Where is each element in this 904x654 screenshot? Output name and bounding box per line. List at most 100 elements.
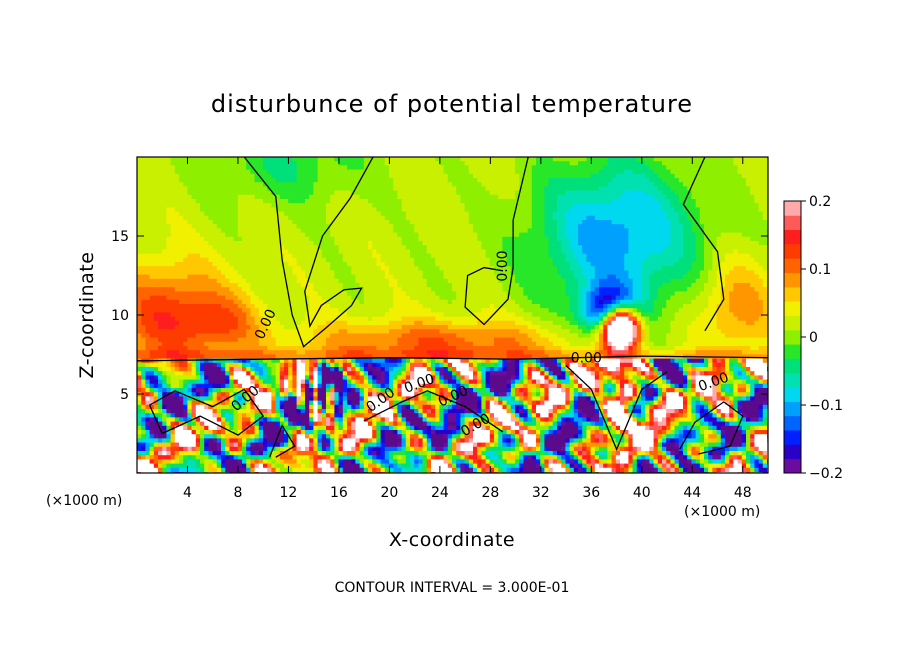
field-cell: [691, 211, 697, 217]
field-cell: [544, 283, 550, 288]
field-cell: [473, 203, 478, 208]
field-cell: [321, 182, 327, 187]
field-cell: [170, 207, 176, 213]
field-cell: [603, 249, 608, 255]
field-cell: [187, 236, 193, 242]
field-cell: [405, 211, 411, 217]
field-cell: [229, 157, 235, 162]
field-cell: [582, 190, 587, 196]
field-cell: [569, 178, 575, 183]
field-cell: [380, 249, 386, 255]
field-cell: [573, 190, 579, 196]
field-cell: [410, 211, 415, 217]
field-cell: [666, 182, 671, 187]
field-cell: [401, 266, 407, 271]
field-cell: [338, 211, 344, 217]
field-cell: [657, 249, 663, 255]
field-cell: [216, 199, 222, 204]
field-cell: [527, 257, 533, 263]
field-cell: [464, 199, 470, 204]
field-cell: [300, 278, 306, 284]
field-cell: [720, 278, 726, 284]
field-cell: [712, 169, 718, 175]
field-cell: [695, 207, 701, 213]
field-cell: [523, 220, 529, 225]
field-cell: [561, 232, 566, 238]
field-cell: [263, 283, 268, 288]
field-cell: [393, 245, 398, 250]
field-cell: [628, 161, 634, 166]
field-cell: [750, 257, 755, 263]
field-cell: [733, 266, 739, 271]
field-cell: [519, 178, 524, 183]
field-cell: [376, 291, 382, 297]
field-cell: [708, 186, 713, 192]
field-cell: [657, 161, 663, 166]
field-cell: [300, 245, 306, 250]
field-cell: [594, 169, 600, 175]
field-cell: [195, 173, 201, 179]
field-cell: [447, 287, 453, 292]
field-cell: [725, 169, 730, 175]
field-cell: [531, 283, 537, 288]
field-cell: [334, 253, 340, 259]
field-cell: [729, 161, 734, 166]
field-cell: [284, 161, 289, 166]
field-cell: [653, 283, 659, 288]
field-cell: [372, 173, 377, 179]
field-cell: [149, 182, 155, 187]
field-cell: [250, 224, 256, 229]
field-cell: [624, 253, 629, 259]
field-cell: [603, 173, 608, 179]
field-cell: [586, 249, 592, 255]
field-cell: [498, 241, 503, 246]
field-cell: [414, 287, 419, 292]
field-cell: [368, 257, 373, 263]
field-cell: [653, 190, 659, 196]
field-cell: [662, 190, 667, 196]
field-cell: [183, 245, 188, 250]
field-cell: [418, 220, 424, 225]
field-cell: [746, 178, 751, 183]
field-cell: [729, 220, 734, 225]
field-cell: [275, 186, 281, 192]
field-cell: [141, 257, 146, 263]
field-cell: [464, 161, 470, 166]
field-cell: [288, 224, 293, 229]
field-cell: [636, 291, 642, 297]
field-cell: [510, 211, 516, 217]
field-cell: [435, 186, 440, 192]
field-cell: [603, 161, 608, 166]
field-cell: [355, 215, 361, 221]
field-cell: [699, 165, 705, 171]
field-cell: [687, 245, 692, 250]
field-cell: [145, 274, 151, 280]
field-cell: [187, 203, 193, 208]
field-cell: [712, 161, 718, 166]
field-cell: [645, 283, 650, 288]
field-cell: [557, 190, 562, 196]
field-cell: [632, 157, 638, 162]
field-cell: [540, 291, 545, 297]
field-cell: [174, 215, 180, 221]
field-cell: [720, 266, 726, 271]
field-cell: [435, 161, 440, 166]
field-cell: [284, 194, 289, 200]
field-cell: [704, 165, 709, 171]
field-cell: [452, 245, 457, 250]
field-cell: [254, 291, 260, 297]
field-cell: [279, 245, 285, 250]
field-cell: [552, 236, 558, 242]
field-cell: [557, 232, 562, 238]
field-cell: [330, 236, 335, 242]
field-cell: [666, 262, 671, 267]
field-cell: [233, 245, 239, 250]
field-cell: [414, 270, 419, 276]
field-cell: [334, 199, 340, 204]
field-cell: [200, 228, 205, 234]
field-cell: [414, 165, 419, 171]
field-cell: [137, 236, 142, 242]
field-cell: [242, 287, 247, 292]
field-cell: [338, 278, 344, 284]
field-cell: [548, 249, 554, 255]
